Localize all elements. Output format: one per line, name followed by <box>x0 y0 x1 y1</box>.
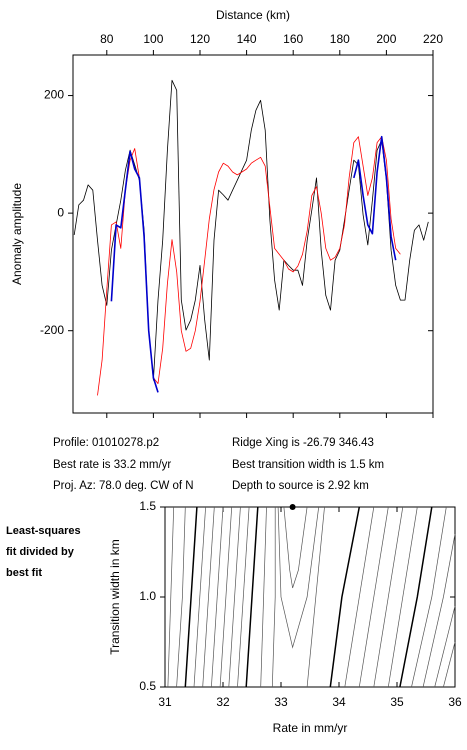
y-tick-label: 200 <box>44 88 64 102</box>
x-tick-label: 80 <box>100 32 114 46</box>
x-tick-label: 140 <box>237 32 257 46</box>
x-axis-label: Rate in mm/yr <box>273 721 348 735</box>
x-tick-label: 200 <box>376 32 396 46</box>
panel-note: fit divided by <box>6 546 75 558</box>
contour-line <box>434 605 456 688</box>
contour-line <box>443 641 456 688</box>
contour-line <box>176 506 186 688</box>
contour-line <box>387 506 418 688</box>
panel-note: Least-squares <box>6 525 81 537</box>
x-tick-label: 120 <box>190 32 210 46</box>
y-tick-label: 0 <box>57 205 64 219</box>
contour-line <box>228 506 241 688</box>
contour-line <box>411 506 447 688</box>
y-tick-label: 0.5 <box>139 679 156 693</box>
contour-line <box>373 506 404 688</box>
x-tick-label: 36 <box>448 695 462 709</box>
contour-line <box>202 506 215 688</box>
x-tick-label: 32 <box>216 695 230 709</box>
contour-line <box>237 506 250 688</box>
best-fit-point <box>289 504 296 510</box>
y-tick-label: 1.0 <box>139 589 156 603</box>
contour-line <box>358 506 389 688</box>
contour-line <box>329 506 361 688</box>
contour-line <box>167 506 175 688</box>
x-tick-label: 160 <box>283 32 303 46</box>
contour-line <box>399 506 433 688</box>
contour-line <box>184 506 198 688</box>
x-tick-label: 35 <box>390 695 404 709</box>
data-line <box>73 79 429 381</box>
y-tick-label: -200 <box>40 323 64 337</box>
annotation: Proj. Az: 78.0 deg. CW of N <box>53 480 194 492</box>
data-line <box>110 135 397 393</box>
contour-line <box>245 506 259 688</box>
contour-line <box>219 506 233 688</box>
x-tick-label: 33 <box>274 695 288 709</box>
x-tick-label: 180 <box>330 32 350 46</box>
x-tick-label: 100 <box>143 32 163 46</box>
contour-line <box>283 506 308 589</box>
contour-line <box>422 533 456 688</box>
x-tick-label: 34 <box>332 695 346 709</box>
contour-line <box>271 507 276 688</box>
panel-note: best fit <box>6 567 42 579</box>
contour-line <box>277 506 320 649</box>
x-tick-label: 31 <box>158 695 172 709</box>
annotation: Profile: 01010278.p2 <box>53 437 159 449</box>
contour-line <box>344 506 375 688</box>
annotation: Best rate is 33.2 mm/yr <box>53 459 171 471</box>
contour-line <box>260 506 267 688</box>
y-axis-label: Anomaly amplitude <box>10 183 24 285</box>
annotation: Best transition width is 1.5 km <box>232 459 384 471</box>
contour-line <box>211 506 224 688</box>
contour-line <box>306 506 325 688</box>
x-axis-label: Distance (km) <box>216 8 290 22</box>
contour-line <box>193 506 206 688</box>
y-tick-label: 1.5 <box>139 499 156 513</box>
annotation: Ridge Xing is -26.79 346.43 <box>232 437 374 449</box>
x-tick-label: 220 <box>423 32 443 46</box>
y-axis-label: Transition width in km <box>108 539 122 655</box>
plot-frame <box>72 54 434 414</box>
annotation: Depth to source is 2.92 km <box>232 480 369 492</box>
